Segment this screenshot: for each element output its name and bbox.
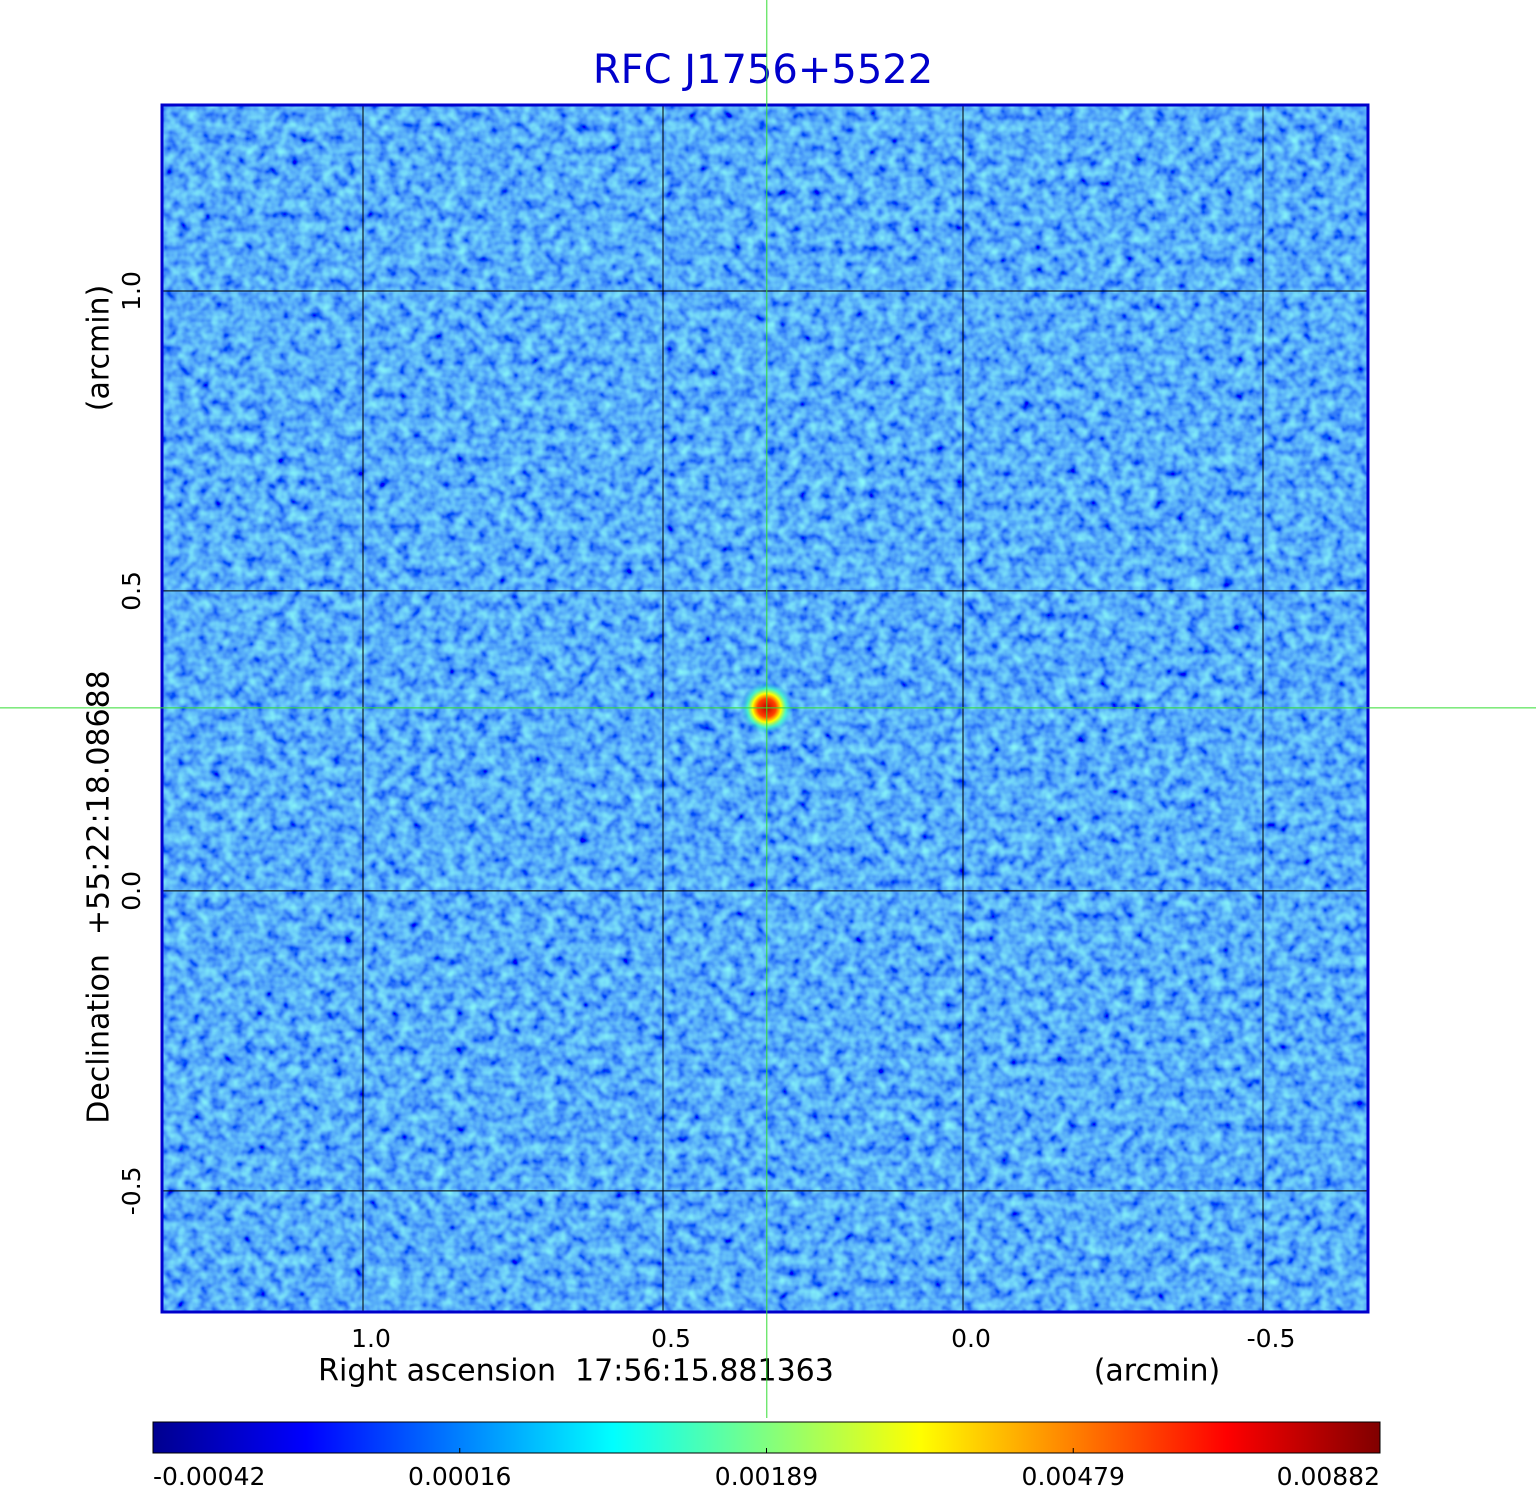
- x-tick-label: 0.5: [651, 1324, 691, 1353]
- colorbar: [152, 1421, 1381, 1454]
- colorbar-tick-label: 0.00479: [1022, 1462, 1125, 1491]
- y-tick-label: 0.0: [117, 871, 146, 911]
- chart-title: RFC J1756+5522: [593, 47, 933, 93]
- colorbar-tick-label: 0.00189: [715, 1462, 818, 1491]
- x-tick-label: 1.0: [351, 1324, 391, 1353]
- y-tick-label: -0.5: [117, 1166, 146, 1215]
- colorbar-tick-label: -0.00042: [153, 1462, 265, 1491]
- y-tick-label: 1.0: [117, 271, 146, 311]
- y-tick-label: 0.5: [117, 571, 146, 611]
- x-tick-label: 0.0: [951, 1324, 991, 1353]
- image: [162, 105, 1368, 1312]
- colorbar-tick-label: 0.00016: [408, 1462, 511, 1491]
- x-axis-label: Right ascension 17:56:15.881363: [318, 1354, 834, 1389]
- y-axis-unit: (arcmin): [82, 285, 117, 412]
- y-axis-label: Declination +55:22:18.08688: [82, 670, 117, 1124]
- plot-frame: [160, 103, 1370, 1314]
- x-tick-label: -0.5: [1247, 1324, 1296, 1353]
- x-axis-unit: (arcmin): [1094, 1354, 1221, 1389]
- colorbar-tick-label: 0.00882: [1277, 1462, 1380, 1491]
